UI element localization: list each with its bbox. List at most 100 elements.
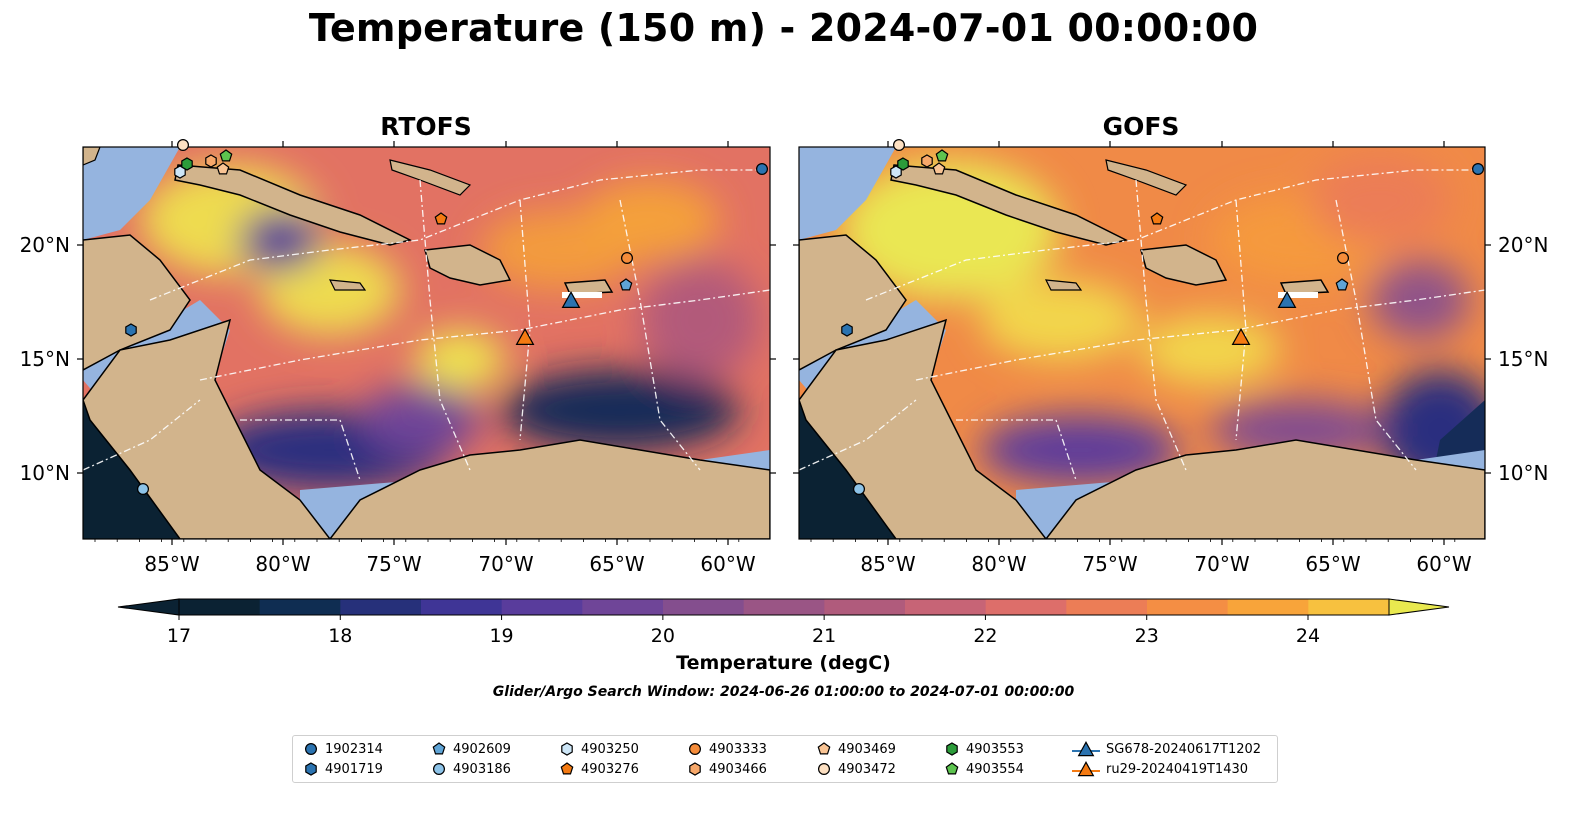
legend-marker-icon — [1072, 741, 1100, 757]
legend-hexagon-icon — [946, 742, 958, 756]
colorbar-segment — [1308, 599, 1390, 615]
colorbar-tick-label: 23 — [1135, 625, 1159, 647]
lat-tick-label: 10°N — [20, 461, 70, 485]
legend-item: ru29-20240419T1430 — [1072, 759, 1248, 779]
legend-pentagon-icon — [560, 762, 574, 775]
legend-label: 4901719 — [325, 761, 383, 777]
lon-tick-label: 80°W — [255, 552, 310, 576]
marker-4903553-gofs — [897, 157, 909, 171]
legend-label: SG678-20240617T1202 — [1106, 741, 1262, 757]
legend-label: 4903469 — [838, 741, 896, 757]
colorbar-segment — [824, 599, 906, 615]
legend-label: 4903472 — [838, 761, 896, 777]
lon-tick-label: 70°W — [478, 552, 533, 576]
marker-SG678-20240617T1202-rtofs — [561, 290, 581, 308]
search-window-text: Glider/Argo Search Window: 2024-06-26 01… — [492, 684, 1075, 700]
colorbar-segment — [179, 599, 261, 615]
lon-tick-label: 85°W — [860, 552, 915, 576]
marker-4903466-rtofs — [205, 154, 217, 168]
lat-tick-label: 15°N — [1498, 347, 1548, 371]
legend-hexagon-icon — [561, 742, 573, 756]
marker-4903276-gofs — [1150, 212, 1164, 225]
legend-circle-icon — [688, 742, 702, 756]
colorbar-tick-label: 20 — [651, 625, 675, 647]
legend-pentagon-icon — [817, 742, 831, 755]
figure-title: Temperature (150 m) - 2024-07-01 00:00:0… — [308, 6, 1259, 50]
legend-label: 4903250 — [581, 741, 639, 757]
legend-marker-icon — [817, 762, 831, 776]
lon-tick-label: 65°W — [589, 552, 644, 576]
lat-tick-label: 15°N — [20, 347, 70, 371]
colorbar-segment — [501, 599, 583, 615]
colorbar-tick-label: 17 — [167, 625, 191, 647]
colorbar-segment — [663, 599, 745, 615]
legend-circle-icon — [304, 742, 318, 756]
marker-4902609-gofs — [1335, 278, 1349, 291]
colorbar-tick-label: 19 — [489, 625, 513, 647]
legend-triangle-icon — [1077, 761, 1095, 777]
marker-4903276-rtofs — [434, 212, 448, 225]
legend-circle-icon — [817, 762, 831, 776]
marker-1902314-gofs — [1471, 163, 1484, 176]
marker-4902609-rtofs — [619, 278, 633, 291]
colorbar-tick-label: 18 — [328, 625, 352, 647]
colorbar-segment — [985, 599, 1067, 615]
legend-item: 4903554 — [944, 759, 1024, 779]
legend-label: 4903466 — [709, 761, 767, 777]
legend: 1902314 4901719 4902609 4903186 4903250 49032… — [292, 735, 1278, 783]
lon-tick-label: 75°W — [366, 552, 421, 576]
legend-marker-icon — [945, 762, 959, 775]
lon-tick-label: 60°W — [1416, 552, 1471, 576]
marker-4903554-rtofs — [219, 149, 233, 162]
marker-4903333-rtofs — [620, 252, 633, 265]
marker-SG678-20240617T1202-gofs — [1277, 290, 1297, 308]
colorbar-tick-label: 21 — [812, 625, 836, 647]
colorbar-segment — [1147, 599, 1229, 615]
colorbar-segment — [421, 599, 503, 615]
legend-item: 4903250 — [559, 739, 639, 759]
marker-4903333-gofs — [1336, 252, 1349, 265]
lon-tick-label: 85°W — [144, 552, 199, 576]
marker-4903469-rtofs — [216, 162, 230, 175]
colorbar-tick-label: 22 — [973, 625, 997, 647]
legend-hexagon-icon — [305, 762, 317, 776]
map-rtofs[interactable] — [83, 147, 770, 539]
marker-4901719-rtofs — [125, 323, 137, 337]
marker-4903469-gofs — [932, 162, 946, 175]
marker-1902314-rtofs — [755, 163, 768, 176]
colorbar-segment — [1066, 599, 1148, 615]
colorbar-extend-high — [1388, 598, 1450, 616]
legend-marker-icon — [560, 762, 574, 775]
legend-marker-icon — [689, 762, 701, 776]
legend-label: 4902609 — [453, 741, 511, 757]
lon-tick-label: 70°W — [1194, 552, 1249, 576]
legend-marker-icon — [432, 762, 446, 776]
marker-4903472-gofs — [892, 139, 905, 152]
lon-tick-label: 60°W — [700, 552, 755, 576]
legend-item: 4903466 — [687, 759, 767, 779]
legend-item: 4903186 — [431, 759, 511, 779]
legend-item: 4903276 — [559, 759, 639, 779]
legend-item: 1902314 — [303, 739, 383, 759]
legend-item: 4903472 — [816, 759, 896, 779]
legend-marker-icon — [432, 742, 446, 755]
legend-hexagon-icon — [689, 762, 701, 776]
legend-label: ru29-20240419T1430 — [1106, 761, 1249, 777]
colorbar-label: Temperature (degC) — [676, 652, 891, 674]
legend-label: 4903276 — [581, 761, 639, 777]
lat-tick-label: 20°N — [1498, 233, 1548, 257]
legend-circle-icon — [432, 762, 446, 776]
panel-title-rtofs: RTOFS — [380, 112, 472, 141]
legend-pentagon-icon — [432, 742, 446, 755]
marker-ru29-20240419T1430-gofs — [1231, 327, 1251, 345]
map-gofs[interactable] — [799, 147, 1500, 539]
colorbar-segment — [340, 599, 422, 615]
legend-label: 1902314 — [325, 741, 383, 757]
legend-marker-icon — [561, 742, 573, 756]
map-rtofs-frame — [82, 146, 771, 540]
marker-4903466-gofs — [921, 154, 933, 168]
legend-marker-icon — [817, 742, 831, 755]
marker-ru29-20240419T1430-rtofs — [515, 327, 535, 345]
legend-item: 4903553 — [944, 739, 1024, 759]
